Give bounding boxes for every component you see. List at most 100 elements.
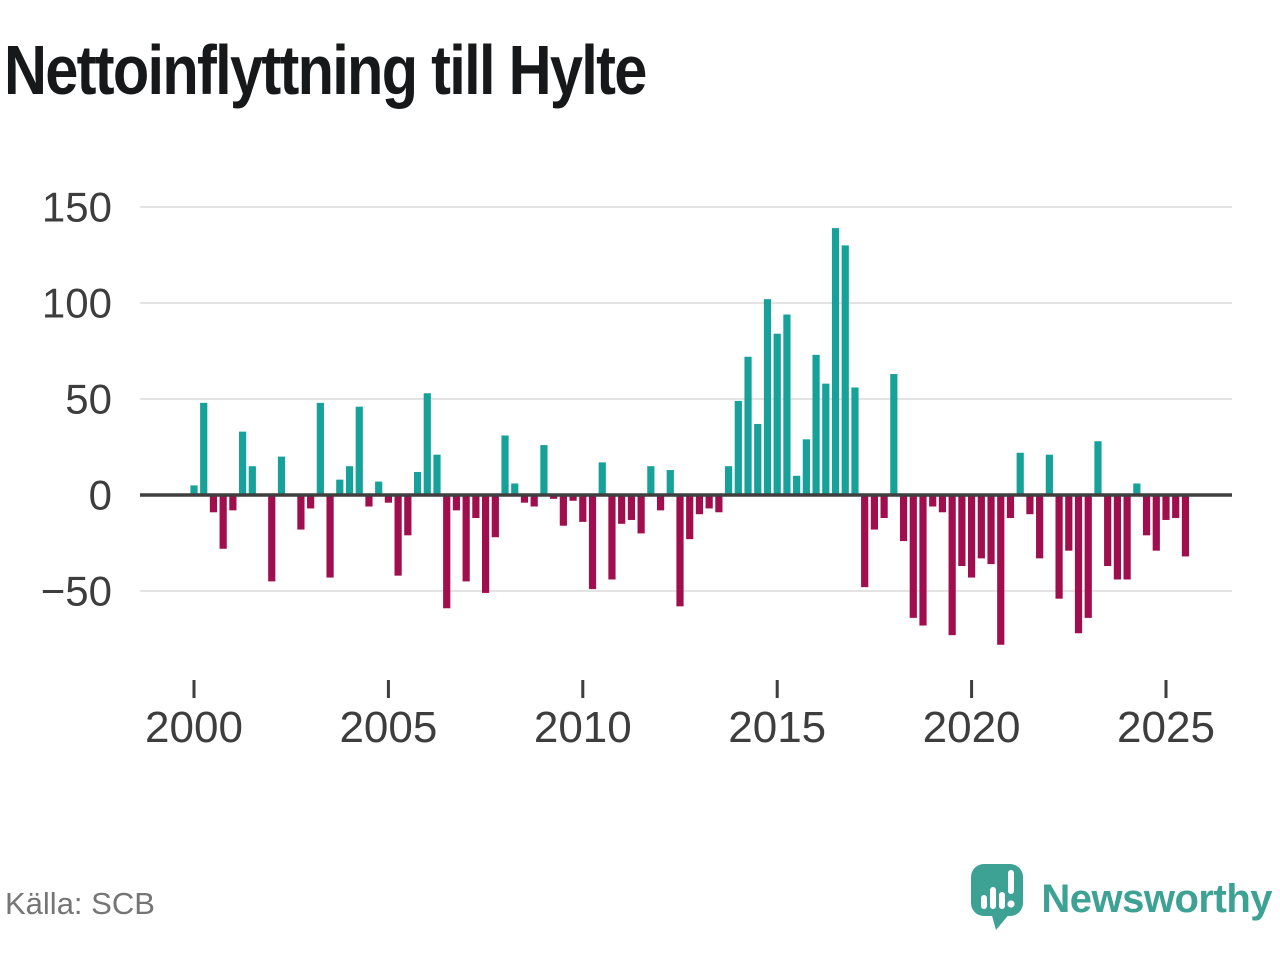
bar-2017-Q3 — [870, 495, 878, 530]
bar-2000-Q4 — [219, 495, 227, 549]
x-axis-label-2000: 2000 — [145, 703, 243, 752]
bar-2020-Q1 — [968, 495, 976, 578]
bar-2019-Q3 — [948, 495, 956, 636]
bar-2019-Q1 — [929, 495, 937, 507]
newsworthy-branding: Newsworthy — [969, 862, 1272, 937]
bar-2006-Q3 — [443, 495, 451, 609]
bar-2007-Q4 — [491, 495, 499, 538]
bar-2010-Q2 — [588, 495, 597, 590]
bar-2011-Q4 — [647, 466, 655, 495]
bar-2008-Q1 — [501, 435, 509, 495]
bar-2018-Q4 — [919, 495, 927, 626]
bar-2011-Q3 — [637, 495, 645, 534]
bar-2023-Q1 — [1084, 495, 1092, 618]
bar-2008-Q4 — [530, 495, 538, 507]
bar-2015-Q3 — [793, 475, 801, 495]
bar-2015-Q2 — [783, 314, 791, 495]
bar-2020-Q3 — [987, 495, 995, 565]
bar-2011-Q1 — [618, 495, 626, 524]
bar-2021-Q3 — [1026, 495, 1034, 515]
bar-2006-Q1 — [423, 393, 431, 495]
bar-2007-Q3 — [482, 495, 490, 593]
bar-2024-Q3 — [1142, 495, 1151, 536]
bar-2025-Q1 — [1162, 495, 1170, 520]
bar-2011-Q2 — [627, 495, 635, 520]
y-axis-label-0: 0 — [89, 472, 112, 519]
bar-2008-Q3 — [520, 495, 529, 503]
bar-2019-Q2 — [938, 495, 947, 513]
bar-2001-Q1 — [229, 495, 237, 511]
y-axis-label-150: 150 — [42, 184, 112, 231]
bar-2006-Q2 — [433, 454, 441, 495]
bar-2003-Q1 — [307, 495, 315, 509]
bar-2005-Q4 — [413, 471, 422, 495]
bar-2023-Q3 — [1104, 495, 1112, 567]
bar-2006-Q4 — [452, 495, 461, 511]
bar-2002-Q4 — [297, 495, 305, 530]
bar-2003-Q4 — [336, 479, 344, 495]
bar-2012-Q2 — [666, 470, 674, 495]
y-axis-label-100: 100 — [42, 280, 112, 327]
x-axis-label-2020: 2020 — [923, 703, 1021, 752]
bar-2013-Q1 — [695, 495, 704, 515]
bar-2016-Q4 — [841, 245, 849, 495]
bar-2014-Q1 — [734, 400, 742, 495]
page-title: Nettoinflyttning till Hylte — [4, 31, 647, 109]
source-caption: Källa: SCB — [5, 886, 155, 921]
newsworthy-logo-icon — [969, 862, 1027, 937]
bar-2005-Q2 — [394, 495, 402, 576]
bar-2018-Q1 — [890, 374, 898, 495]
bar-2016-Q3 — [831, 228, 840, 495]
bar-2018-Q3 — [909, 495, 917, 618]
bar-2021-Q4 — [1036, 495, 1044, 559]
bar-2017-Q1 — [851, 387, 859, 495]
x-axis-label-2010: 2010 — [534, 703, 632, 752]
bar-2009-Q1 — [540, 445, 548, 495]
bar-2022-Q1 — [1045, 454, 1053, 495]
newsworthy-wordmark: Newsworthy — [1041, 877, 1272, 921]
bar-2015-Q1 — [773, 333, 781, 495]
bar-2007-Q2 — [472, 495, 480, 519]
bar-2015-Q4 — [802, 439, 810, 495]
bar-2021-Q1 — [1006, 495, 1015, 519]
bar-2000-Q1 — [190, 485, 198, 495]
y-axis-label--50: −50 — [41, 568, 112, 615]
bar-2025-Q3 — [1181, 495, 1190, 557]
bar-2018-Q2 — [899, 495, 908, 542]
bar-2022-Q2 — [1055, 495, 1063, 599]
bar-2020-Q2 — [977, 495, 985, 559]
x-axis-label-2005: 2005 — [339, 703, 437, 752]
bar-2008-Q2 — [511, 483, 519, 495]
bar-2000-Q3 — [209, 495, 218, 513]
bar-2004-Q2 — [355, 406, 363, 495]
x-axis-label-2025: 2025 — [1117, 703, 1215, 752]
bar-2010-Q4 — [608, 495, 616, 580]
bar-2004-Q1 — [345, 466, 354, 495]
bar-2017-Q4 — [880, 495, 888, 519]
bar-2016-Q2 — [822, 383, 830, 495]
bar-2020-Q4 — [997, 495, 1005, 645]
bar-2010-Q1 — [579, 495, 587, 522]
bar-2004-Q3 — [365, 495, 373, 507]
bar-2013-Q3 — [715, 495, 723, 513]
bar-2025-Q2 — [1172, 495, 1180, 519]
bar-2024-Q2 — [1133, 483, 1141, 495]
bar-2022-Q4 — [1074, 495, 1083, 634]
bar-2013-Q2 — [705, 495, 713, 509]
bar-2012-Q1 — [656, 495, 665, 511]
bar-2004-Q4 — [375, 481, 383, 495]
bar-2009-Q4 — [569, 495, 577, 501]
bar-2013-Q4 — [725, 466, 733, 495]
bar-2016-Q1 — [812, 354, 820, 495]
bar-2024-Q4 — [1152, 495, 1160, 551]
bar-2023-Q2 — [1094, 441, 1102, 495]
bar-2010-Q3 — [598, 462, 606, 495]
bar-2014-Q3 — [754, 423, 762, 495]
y-axis-label-50: 50 — [65, 376, 112, 423]
bar-2014-Q4 — [763, 299, 772, 495]
bar-2009-Q2 — [550, 495, 558, 499]
bar-2002-Q1 — [268, 495, 276, 582]
bar-2019-Q4 — [958, 495, 966, 567]
bar-2024-Q1 — [1123, 495, 1131, 580]
